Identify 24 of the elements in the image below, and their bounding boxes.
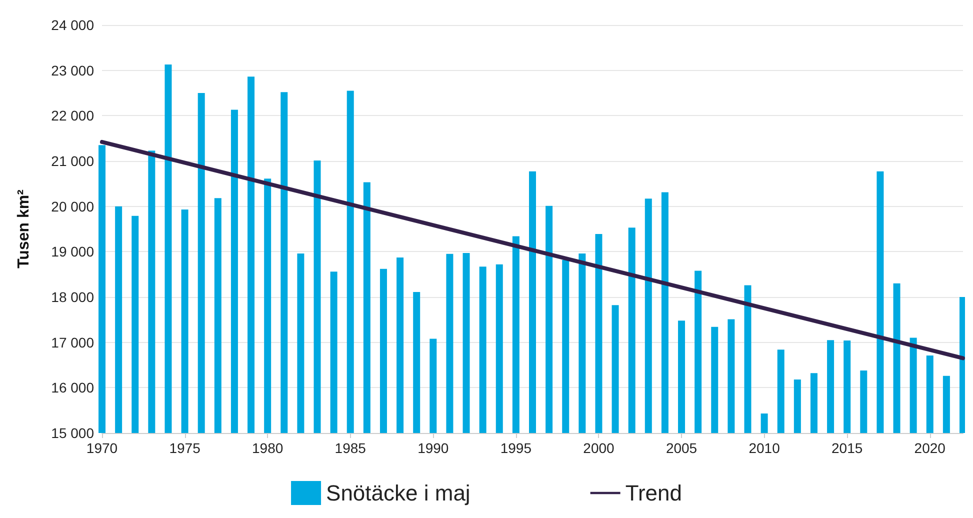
x-tick-label: 1995 [500, 440, 532, 456]
y-tick-label: 20 000 [51, 198, 94, 214]
x-tick-label: 2010 [748, 440, 780, 456]
legend-label: Trend [625, 480, 682, 506]
x-tick-label: 2020 [914, 440, 946, 456]
y-tick-label: 17 000 [51, 334, 94, 350]
x-tick-label: 1985 [334, 440, 366, 456]
x-tick-label: 1990 [418, 440, 449, 456]
x-tick-label: 2005 [666, 440, 698, 456]
x-tick-label: 1970 [86, 440, 118, 456]
y-tick-label: 16 000 [51, 380, 94, 396]
x-tick-label: 1975 [169, 440, 201, 456]
y-tick-label: 18 000 [51, 289, 94, 305]
x-tick-label: 1980 [252, 440, 284, 456]
x-tick-label: 2000 [583, 440, 615, 456]
y-tick-label: 22 000 [51, 108, 94, 124]
y-tick-label: 21 000 [51, 153, 94, 169]
y-tick-label: 15 000 [51, 425, 94, 441]
y-tick-label: 24 000 [51, 17, 94, 33]
y-tick-label: 19 000 [51, 244, 94, 260]
legend-label: Snötäcke i maj [326, 480, 470, 506]
y-axis-title: Tusen km² [16, 190, 32, 268]
y-tick-label: 23 000 [51, 62, 94, 78]
x-tick-label: 2015 [832, 440, 863, 456]
